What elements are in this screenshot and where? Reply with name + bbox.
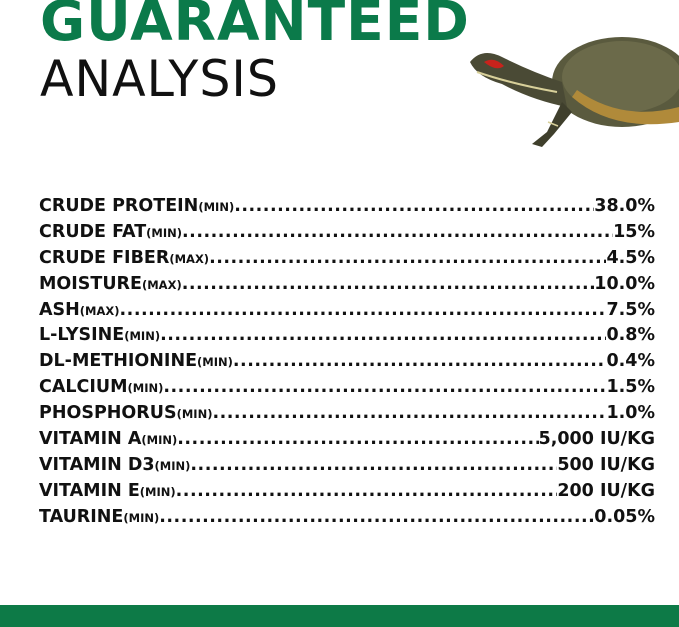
- nutrient-name: L-LYSINE: [39, 325, 125, 346]
- nutrient-qualifier: (MIN): [123, 510, 160, 525]
- nutrient-qualifier: (MIN): [197, 355, 233, 370]
- nutrient-name: DL-METHIONINE: [39, 351, 198, 372]
- title-analysis: ANALYSIS: [40, 50, 279, 108]
- dot-leader: [176, 481, 558, 501]
- nutrient-value: 0.4%: [606, 351, 655, 372]
- footer-green-bar: [0, 605, 679, 627]
- nutrient-name: MOISTURE: [39, 273, 142, 294]
- dot-leader: [182, 274, 595, 294]
- nutrient-qualifier: (MAX): [79, 303, 120, 318]
- nutrient-qualifier: (MIN): [124, 329, 161, 344]
- nutrient-name: CALCIUM: [39, 377, 128, 398]
- dot-leader: [234, 196, 594, 216]
- nutrient-name: TAURINE: [39, 506, 124, 527]
- nutrient-value: 10.0%: [594, 273, 655, 294]
- dot-leader: [182, 222, 613, 242]
- analysis-row: VITAMIN D3(MIN) 500 IU/KG: [39, 455, 655, 481]
- nutrient-value: 7.5%: [606, 299, 655, 320]
- nutrient-qualifier: (MIN): [139, 484, 176, 499]
- nutrient-qualifier: (MIN): [141, 433, 178, 448]
- analysis-row: CRUDE PROTEIN(MIN) 38.0%: [39, 196, 655, 222]
- nutrient-qualifier: (MAX): [141, 277, 182, 292]
- nutrient-qualifier: (MIN): [198, 200, 235, 214]
- nutrient-qualifier: (MIN): [176, 407, 213, 422]
- dot-leader: [177, 429, 538, 449]
- nutrient-qualifier: (MIN): [154, 458, 191, 473]
- nutrient-qualifier: (MIN): [146, 225, 183, 240]
- nutrient-value: 1.0%: [606, 403, 655, 424]
- analysis-row: CRUDE FAT(MIN) 15%: [39, 222, 655, 248]
- title-guaranteed: GUARANTEED: [40, 0, 470, 53]
- nutrient-name: CRUDE PROTEIN: [39, 196, 199, 216]
- nutrient-name: ASH: [39, 299, 80, 320]
- dot-leader: [190, 455, 557, 475]
- dot-leader: [212, 403, 606, 423]
- dot-leader: [233, 351, 607, 371]
- analysis-row: TAURINE(MIN) 0.05%: [39, 507, 655, 533]
- nutrient-name: VITAMIN E: [39, 480, 140, 501]
- nutrient-name: VITAMIN D3: [39, 454, 155, 475]
- nutrient-name: CRUDE FIBER: [39, 247, 170, 268]
- dot-leader: [209, 248, 606, 268]
- analysis-row: MOISTURE(MAX) 10.0%: [39, 274, 655, 300]
- turtle-icon: [470, 37, 679, 147]
- nutrient-value: 1.5%: [606, 377, 655, 398]
- nutrient-value: 4.5%: [606, 247, 655, 268]
- dot-leader: [159, 507, 594, 527]
- nutrient-qualifier: (MAX): [169, 251, 210, 266]
- analysis-row: DL-METHIONINE(MIN) 0.4%: [39, 351, 655, 377]
- analysis-row: VITAMIN E(MIN) 200 IU/KG: [39, 481, 655, 507]
- nutrient-value: 38.0%: [594, 196, 655, 216]
- analysis-row: ASH(MAX) 7.5%: [39, 300, 655, 326]
- nutrient-value: 500 IU/KG: [557, 454, 655, 475]
- nutrient-value: 5,000 IU/KG: [538, 429, 655, 450]
- analysis-row: VITAMIN A(MIN) 5,000 IU/KG: [39, 429, 655, 455]
- nutrient-name: PHOSPHORUS: [39, 403, 177, 424]
- analysis-row: PHOSPHORUS(MIN) 1.0%: [39, 403, 655, 429]
- analysis-row: L-LYSINE(MIN) 0.8%: [39, 325, 655, 351]
- nutrient-value: 15%: [613, 221, 655, 242]
- nutrient-name: CRUDE FAT: [39, 221, 147, 242]
- nutrient-value: 0.8%: [606, 325, 655, 346]
- analysis-row: CRUDE FIBER(MAX) 4.5%: [39, 248, 655, 274]
- dot-leader: [163, 377, 606, 397]
- dot-leader: [120, 300, 607, 320]
- guaranteed-analysis-list: CRUDE PROTEIN(MIN)38.0%CRUDE FAT(MIN)15%…: [39, 196, 655, 533]
- nutrient-value: 200 IU/KG: [557, 480, 655, 501]
- dot-leader: [160, 325, 606, 345]
- analysis-row: CALCIUM(MIN) 1.5%: [39, 377, 655, 403]
- nutrient-name: VITAMIN A: [39, 429, 142, 450]
- nutrient-qualifier: (MIN): [127, 381, 164, 396]
- nutrient-value: 0.05%: [594, 506, 655, 527]
